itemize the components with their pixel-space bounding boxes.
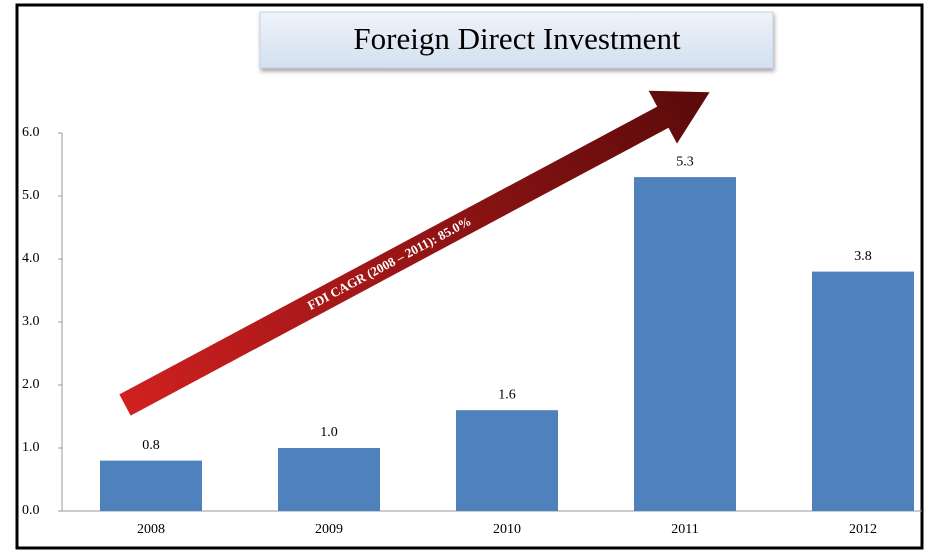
arrow-shape [119,90,710,416]
y-tick-label: 6.0 [22,125,40,140]
bar [812,271,914,511]
y-tick-label: 1.0 [22,440,40,455]
bar [100,460,202,511]
y-tick-label: 2.0 [22,377,40,392]
bar [456,410,558,511]
data-label: 0.8 [142,438,160,453]
x-tick-label: 2008 [137,522,165,537]
bars [100,177,914,511]
data-label: 5.3 [676,154,694,169]
y-tick-label: 5.0 [22,188,40,203]
bar [278,448,380,511]
x-tick-label: 2011 [671,522,698,537]
x-tick-label: 2010 [493,522,521,537]
bar [634,177,736,511]
x-tick-label: 2009 [315,522,343,537]
x-tick-label: 2012 [849,522,877,537]
chart-title: Foreign Direct Investment [353,21,681,56]
y-tick-label: 4.0 [22,251,40,266]
data-label: 1.0 [320,425,338,440]
title-box [259,11,774,69]
y-tick-label: 0.0 [22,503,40,518]
data-label: 3.8 [854,249,872,264]
y-tick-label: 3.0 [22,314,40,329]
data-label: 1.6 [498,387,516,402]
